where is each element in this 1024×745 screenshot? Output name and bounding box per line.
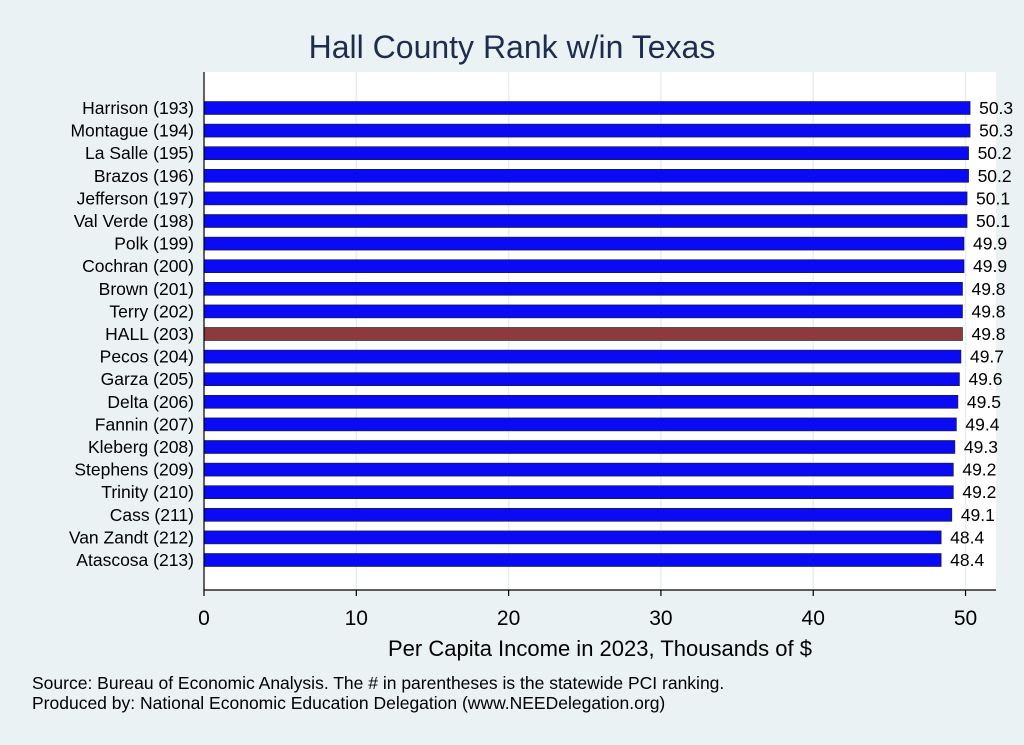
category-label: Atascosa (213) — [76, 550, 194, 570]
value-label: 49.2 — [962, 482, 996, 502]
value-label: 49.9 — [973, 256, 1007, 276]
bar — [203, 462, 954, 477]
category-label: Fannin (207) — [95, 414, 194, 434]
category-label: Polk (199) — [114, 234, 194, 254]
bar — [203, 440, 956, 454]
bar — [203, 281, 963, 296]
bar — [203, 327, 963, 341]
value-label: 50.2 — [978, 143, 1012, 163]
value-label: 50.1 — [976, 211, 1010, 231]
category-label: Stephens (209) — [74, 460, 194, 480]
value-label: 49.8 — [971, 279, 1005, 299]
category-label: Kleberg (208) — [88, 437, 194, 457]
category-label: Brown (201) — [99, 279, 194, 299]
value-label: 49.1 — [961, 505, 995, 525]
category-label: Terry (202) — [109, 301, 194, 321]
category-label: Montague (194) — [70, 121, 194, 141]
bar — [203, 214, 968, 228]
bar — [203, 394, 959, 409]
bar — [203, 304, 963, 319]
chart-title: Hall County Rank w/in Texas — [309, 29, 716, 65]
category-label: Jefferson (197) — [77, 188, 194, 208]
value-label: 49.4 — [965, 414, 999, 434]
bar — [203, 101, 971, 115]
category-label: Brazos (196) — [94, 166, 194, 186]
value-label: 49.8 — [971, 301, 1005, 321]
source-note: Source: Bureau of Economic Analysis. The… — [32, 673, 724, 693]
category-label: Garza (205) — [101, 369, 194, 389]
value-label: 50.3 — [979, 98, 1013, 118]
bar — [203, 169, 969, 183]
bar — [203, 530, 942, 545]
category-label: HALL (203) — [105, 324, 194, 344]
bar — [203, 146, 969, 160]
x-tick-label: 50 — [954, 607, 977, 630]
category-label: Pecos (204) — [100, 347, 194, 367]
x-tick-label: 10 — [345, 607, 368, 630]
bar — [203, 553, 942, 567]
value-label: 49.5 — [967, 392, 1001, 412]
bar — [203, 123, 971, 138]
category-label: Van Zandt (212) — [69, 527, 194, 547]
value-label: 48.4 — [950, 550, 984, 570]
category-label: Cochran (200) — [82, 256, 194, 276]
bar — [203, 236, 965, 251]
value-label: 50.1 — [976, 188, 1010, 208]
value-label: 48.4 — [950, 527, 984, 547]
value-label: 49.8 — [971, 324, 1005, 344]
category-label: Harrison (193) — [82, 98, 194, 118]
category-labels: Harrison (193) Montague (194)La Salle (19… — [69, 98, 194, 570]
x-tick-label: 40 — [802, 607, 825, 630]
value-label: 49.9 — [973, 234, 1007, 254]
value-labels: 50.350.350.250.250.150.149.949.949.849.8… — [950, 98, 1013, 570]
value-label: 49.2 — [962, 460, 996, 480]
bar — [203, 372, 960, 387]
bar — [203, 259, 965, 274]
category-label: Delta (206) — [107, 392, 194, 412]
value-label: 49.7 — [970, 347, 1004, 367]
bar — [203, 349, 962, 364]
bar — [203, 417, 957, 432]
category-label: La Salle (195) — [85, 143, 194, 163]
bar — [203, 191, 968, 206]
x-tick-label: 0 — [198, 607, 210, 630]
category-label: Val Verde (198) — [74, 211, 194, 231]
bars-group — [203, 101, 971, 567]
value-label: 50.2 — [978, 166, 1012, 186]
bar — [203, 485, 954, 500]
x-axis-ticks: 0 10 20 30 40 50 — [198, 590, 977, 630]
value-label: 49.3 — [964, 437, 998, 457]
x-tick-label: 30 — [649, 607, 672, 630]
value-label: 49.6 — [968, 369, 1002, 389]
value-label: 50.3 — [979, 121, 1013, 141]
x-tick-label: 20 — [497, 607, 520, 630]
category-label: Cass (211) — [110, 505, 194, 525]
category-label: Trinity (210) — [101, 482, 194, 502]
produced-by-note: Produced by: National Economic Education… — [32, 693, 665, 713]
bar — [203, 507, 953, 522]
x-axis-label: Per Capita Income in 2023, Thousands of … — [388, 636, 812, 661]
